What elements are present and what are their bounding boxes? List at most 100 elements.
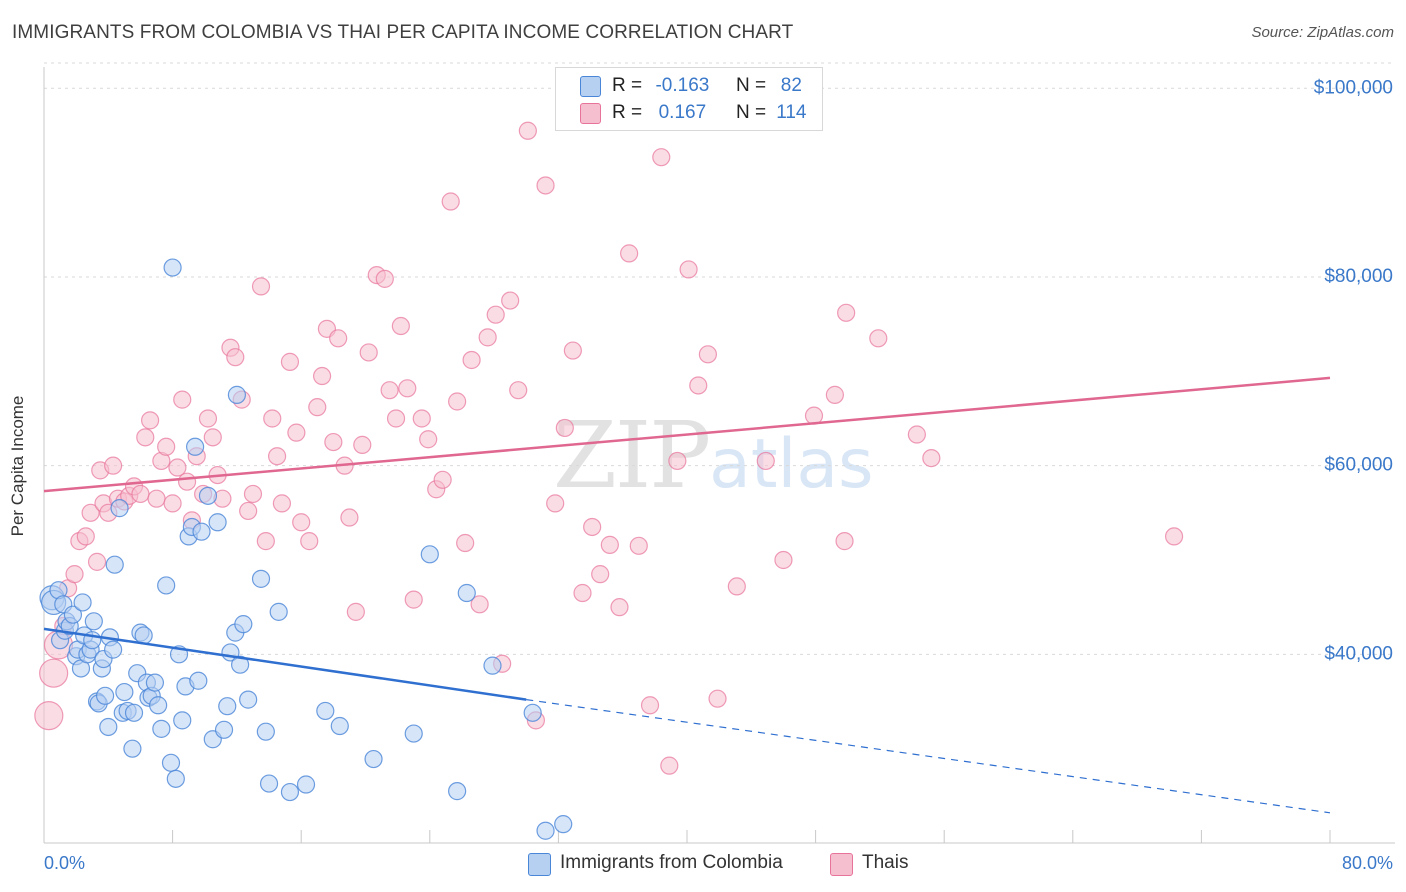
colombia-point (251, 569, 271, 588)
thais-point (563, 341, 582, 360)
colombia-point (166, 769, 185, 788)
thais-point (922, 449, 941, 468)
thais-point (555, 418, 574, 438)
thais-point (756, 451, 775, 471)
legend-n-label: N = (735, 102, 767, 123)
colombia-point (420, 545, 439, 564)
trend-lines (43, 376, 1331, 814)
thais-point (404, 590, 423, 609)
thais-point (509, 381, 528, 400)
colombia-point (259, 774, 279, 793)
colombia-point (95, 686, 115, 705)
legend-row-2-text: R = 0.167 N = 114 (612, 101, 811, 125)
thais-point (163, 494, 182, 513)
watermark-zip: ZIP (553, 402, 711, 509)
colombia-point (536, 821, 555, 840)
colombia-points (39, 258, 573, 840)
colombia-point (448, 782, 467, 801)
colombia-point (234, 615, 253, 634)
colombia-point (161, 753, 181, 772)
thais-point (168, 458, 187, 477)
colombia-trend-extension (526, 699, 1331, 814)
thais-point (518, 121, 537, 140)
thais-point (263, 409, 282, 428)
thais-point (87, 552, 107, 571)
tick-labels: $40,000 $60,000 $80,000 $100,000 0.0% 80.0% (44, 77, 1393, 873)
thais-point (131, 484, 150, 504)
thais-point (652, 148, 671, 167)
thais-point (419, 430, 438, 449)
colombia-point (227, 385, 246, 404)
thais-point (353, 435, 372, 454)
colombia-point (218, 697, 237, 716)
bottom-legend-swatch-blue (528, 853, 551, 876)
thais-point (727, 577, 746, 596)
colombia-point (231, 655, 250, 674)
colombia-point (239, 690, 258, 709)
stats-legend: R = -0.163 N = 82 R = 0.167 N = 114 (555, 67, 823, 131)
colombia-point (124, 703, 144, 722)
colombia-point (296, 775, 316, 794)
thais-point (76, 527, 95, 546)
thais-point (546, 494, 565, 513)
thais-point (398, 379, 417, 398)
thais-point (251, 277, 271, 296)
thais-point (203, 428, 222, 447)
thais-point (835, 532, 854, 551)
colombia-point (99, 717, 118, 737)
thais-point (104, 456, 123, 475)
colombia-trend-line (43, 627, 527, 701)
y-tick-label: $100,000 (1314, 77, 1393, 98)
thais-point (81, 503, 100, 522)
colombia-point (457, 583, 476, 603)
thais-point (312, 366, 332, 386)
thais-point (177, 472, 197, 491)
thais-point (256, 532, 275, 551)
colombia-point (364, 749, 383, 769)
thais-point (907, 425, 926, 444)
thais-point (456, 533, 475, 553)
y-tick-label: $40,000 (1324, 643, 1393, 664)
thais-point (198, 409, 218, 428)
colombia-point (73, 593, 92, 612)
thais-point (386, 409, 406, 428)
colombia-point (192, 522, 211, 541)
thais-points (34, 121, 1184, 775)
colombia-point (214, 720, 234, 739)
thais-point (375, 269, 394, 288)
thais-point (689, 376, 708, 395)
thais-point (629, 536, 648, 555)
thais-point (287, 423, 306, 442)
colombia-point (173, 711, 192, 730)
thais-point (359, 343, 378, 362)
legend-n-value: 82 (780, 75, 802, 96)
colombia-point (189, 671, 208, 690)
thais-point (239, 501, 258, 521)
colombia-point (84, 612, 103, 631)
colombia-point (554, 815, 573, 834)
colombia-point (208, 513, 227, 532)
colombia-point (110, 499, 129, 518)
thais-point (391, 316, 410, 336)
legend-swatch-blue (580, 76, 601, 97)
thais-point (470, 595, 489, 614)
thais-point (591, 565, 610, 584)
thais-point (380, 381, 399, 400)
thais-point (308, 398, 327, 417)
thais-point (448, 392, 467, 411)
colombia-point (404, 724, 423, 743)
thais-point (869, 329, 888, 348)
colombia-point (63, 605, 83, 624)
thais-trend-line (43, 376, 1331, 493)
thais-point (837, 303, 856, 322)
thais-point (441, 192, 460, 211)
watermark-atlas: atlas (709, 425, 874, 504)
thais-point (173, 390, 192, 409)
thais-point (536, 176, 555, 195)
colombia-point (316, 701, 335, 721)
thais-point (412, 409, 431, 428)
legend-r-value: 0.167 (658, 102, 707, 123)
colombia-point (157, 576, 176, 595)
legend-swatch-pink (580, 103, 601, 124)
thais-point (272, 494, 292, 513)
